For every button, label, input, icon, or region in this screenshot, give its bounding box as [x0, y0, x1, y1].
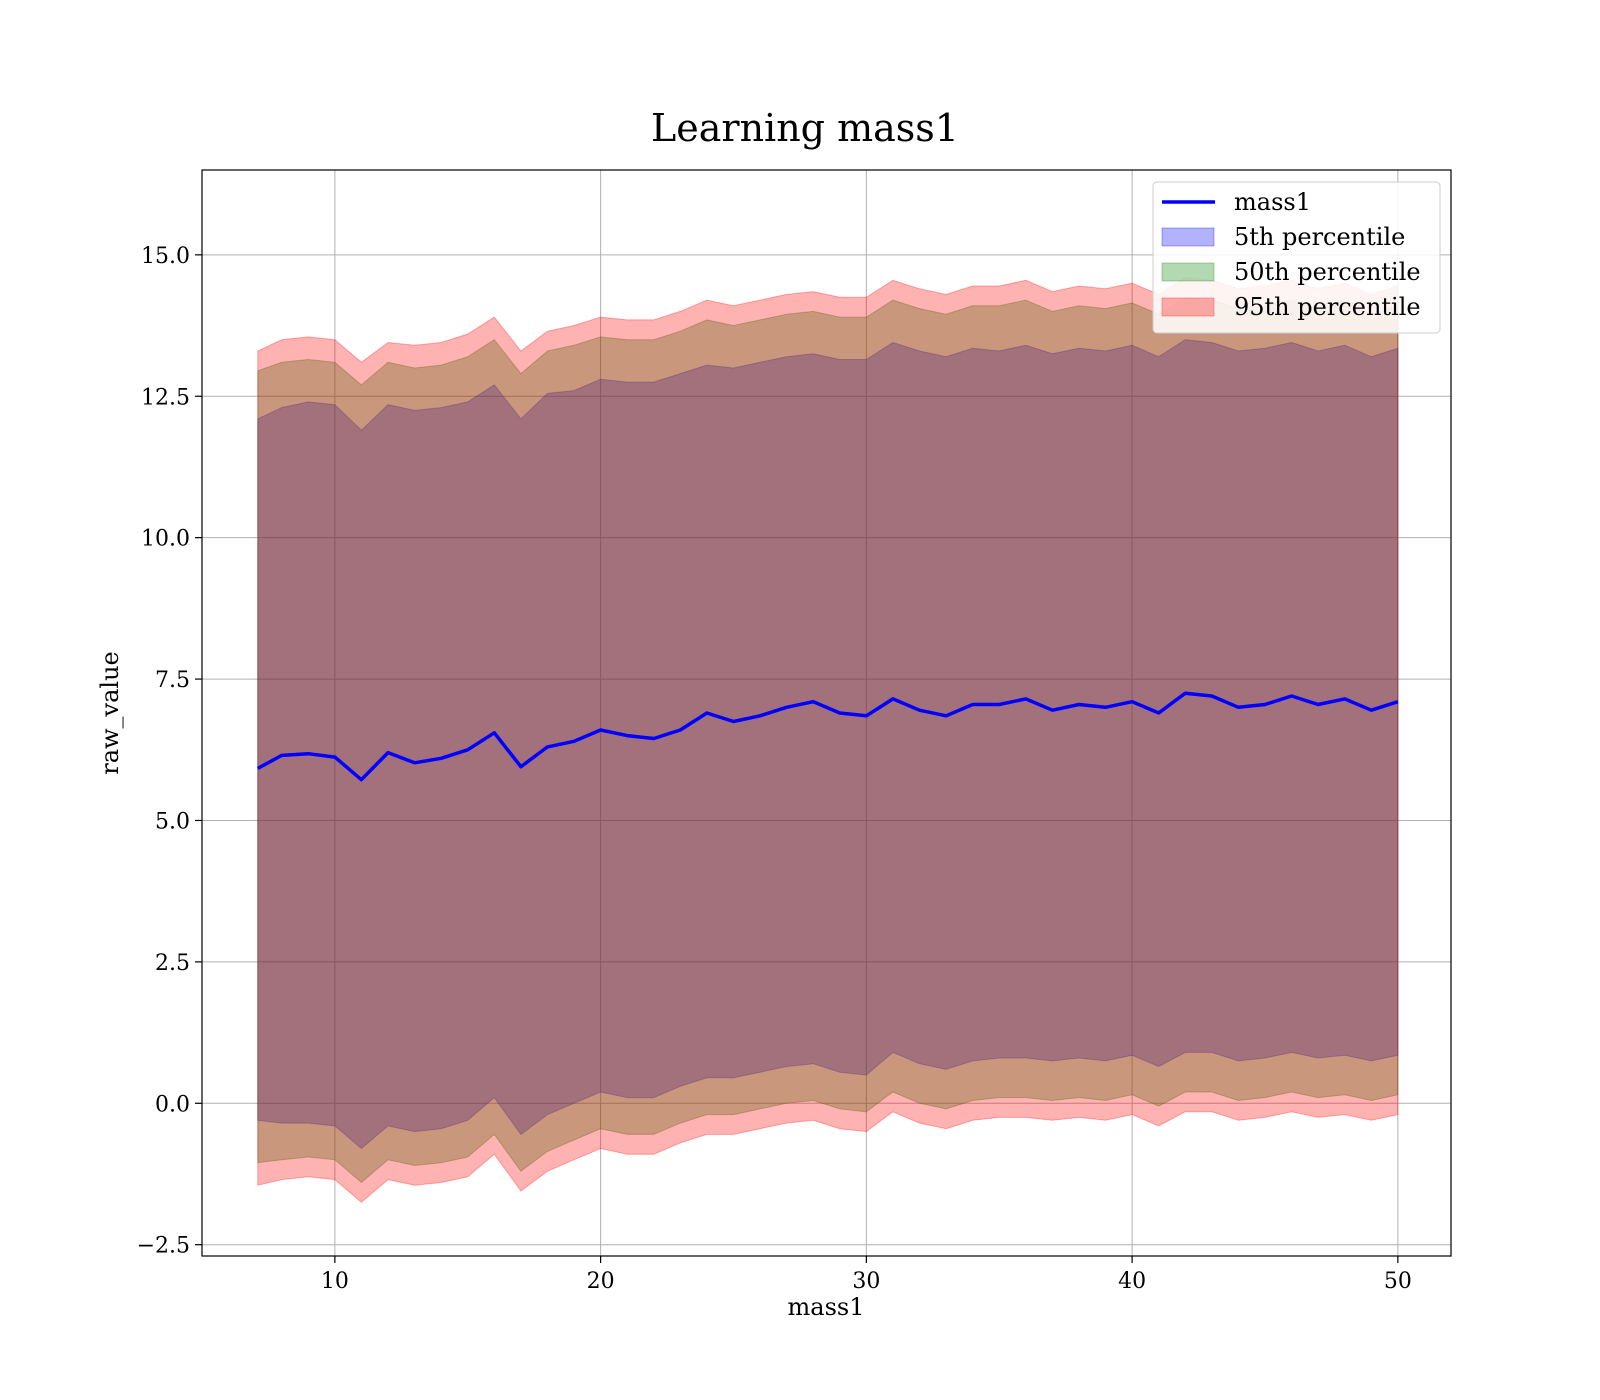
y-axis-ticks: −2.5 0.0 2.5 5.0 7.5 10.0 12.5 15.0: [137, 244, 202, 1259]
grid: [202, 170, 1451, 1256]
y-tick-label: −2.5: [137, 1234, 190, 1259]
chart-title: Learning mass1: [651, 106, 959, 150]
y-tick-label: 7.5: [155, 668, 190, 693]
y-tick-label: 2.5: [155, 951, 190, 976]
y-tick-label: 5.0: [155, 809, 190, 834]
line-layer: [256, 691, 1399, 782]
legend-label-50th: 50th percentile: [1234, 258, 1421, 286]
plot-frame: [201, 169, 1452, 1257]
y-tick-label: 0.0: [155, 1092, 190, 1117]
x-tick-label: 40: [1118, 1269, 1146, 1294]
x-axis-label: mass1: [788, 1293, 865, 1321]
legend: mass1 5th percentile 50th percentile 95t…: [1152, 181, 1441, 334]
x-tick-label: 20: [587, 1269, 615, 1294]
x-tick-label: 30: [852, 1269, 880, 1294]
y-tick-label: 15.0: [141, 244, 190, 269]
band-50th-percentile: [257, 296, 1399, 1184]
legend-swatch-50th: [1161, 262, 1215, 282]
legend-label-95th: 95th percentile: [1234, 293, 1421, 321]
legend-label-mass1: mass1: [1234, 188, 1311, 216]
percentile-bands: [257, 276, 1399, 1203]
legend-swatch-5th: [1161, 227, 1215, 247]
x-tick-label: 10: [321, 1269, 349, 1294]
x-axis-ticks: 10 20 30 40 50: [321, 1256, 1412, 1294]
y-axis-label: raw_value: [96, 651, 124, 775]
band-5th-percentile: [257, 339, 1399, 1150]
legend-box: [1152, 181, 1441, 334]
y-tick-label: 12.5: [141, 385, 190, 410]
legend-label-5th: 5th percentile: [1234, 223, 1405, 251]
y-tick-label: 10.0: [141, 527, 190, 552]
legend-swatch-95th: [1161, 297, 1215, 317]
band-95th-percentile: [257, 276, 1399, 1203]
x-tick-label: 50: [1384, 1269, 1412, 1294]
mass1-line: [256, 691, 1399, 782]
